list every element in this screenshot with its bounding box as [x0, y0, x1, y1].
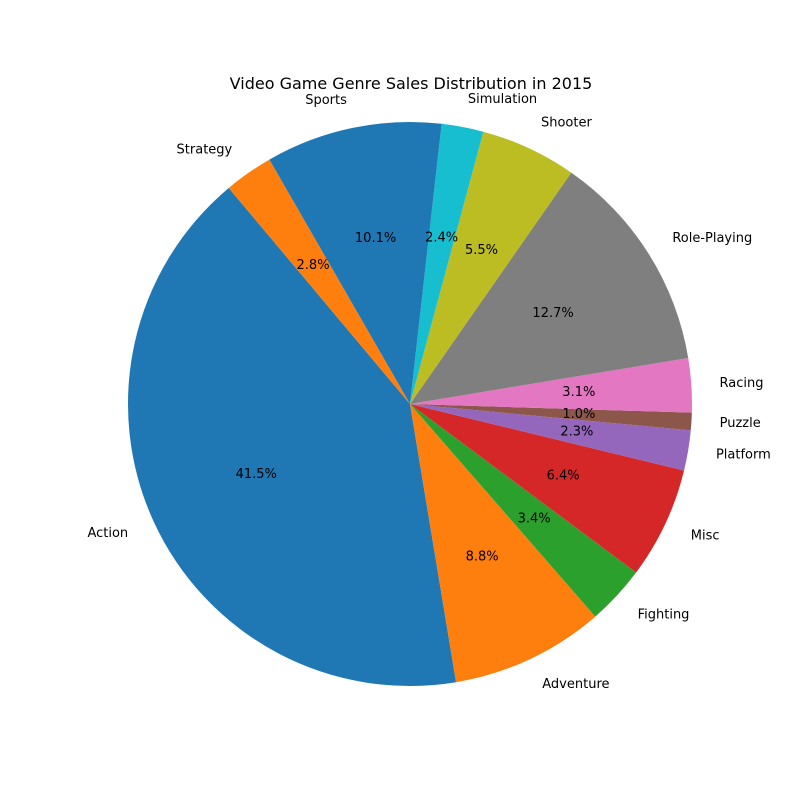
slice-label-adventure: Adventure — [542, 677, 609, 692]
slice-percent-strategy: 2.8% — [297, 258, 330, 273]
slice-percent-fighting: 3.4% — [518, 511, 551, 526]
slice-percent-puzzle: 1.0% — [562, 407, 595, 422]
slice-label-sports: Sports — [305, 93, 347, 108]
pie-slice-action — [127, 187, 457, 687]
slice-percent-simulation: 2.4% — [425, 230, 458, 245]
pie-slice-platform — [410, 404, 691, 471]
slice-label-fighting: Fighting — [638, 607, 690, 622]
pie-slice-simulation — [410, 123, 484, 405]
slice-percent-sports: 10.1% — [355, 231, 396, 246]
slice-label-simulation: Simulation — [468, 92, 537, 107]
slice-percent-misc: 6.4% — [547, 468, 580, 483]
pie-slices — [127, 122, 692, 687]
slice-label-racing: Racing — [720, 376, 764, 391]
slice-label-puzzle: Puzzle — [720, 416, 761, 431]
slice-label-shooter: Shooter — [541, 115, 592, 130]
pie-slice-puzzle — [410, 404, 692, 431]
slice-percent-platform: 2.3% — [560, 424, 593, 439]
slice-label-strategy: Strategy — [177, 142, 233, 157]
pie-slice-role-playing — [410, 172, 689, 404]
slice-label-action: Action — [87, 526, 128, 541]
slice-percent-role-playing: 12.7% — [532, 306, 573, 321]
pie-slice-racing — [410, 357, 692, 413]
pie-slice-sports — [269, 122, 442, 404]
slice-percent-racing: 3.1% — [562, 385, 595, 400]
pie-labels: Action 41.5% Adventure 8.8% Fighting 3.4% Misc… — [87, 92, 770, 692]
pie-slice-misc — [410, 404, 685, 573]
slice-percent-action: 41.5% — [236, 467, 277, 482]
slice-label-platform: Platform — [716, 448, 771, 463]
pie-slice-shooter — [410, 131, 572, 404]
pie-slice-adventure — [410, 404, 596, 683]
slice-label-misc: Misc — [691, 528, 720, 543]
pie-slice-strategy — [228, 159, 410, 404]
slice-label-role-playing: Role-Playing — [672, 231, 752, 246]
chart-title: Video Game Genre Sales Distribution in 2… — [230, 74, 593, 93]
slice-percent-adventure: 8.8% — [466, 550, 499, 565]
pie-slice-fighting — [410, 404, 637, 617]
slice-percent-shooter: 5.5% — [465, 243, 498, 258]
